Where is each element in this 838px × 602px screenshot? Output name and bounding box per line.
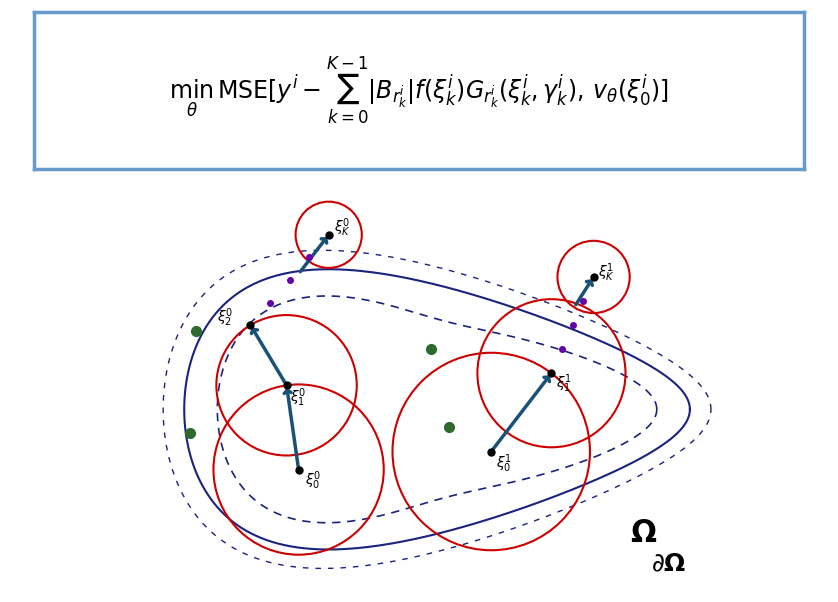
Text: $\mathbf{\Omega}$: $\mathbf{\Omega}$: [629, 519, 657, 548]
Text: $\partial\mathbf{\Omega}$: $\partial\mathbf{\Omega}$: [651, 553, 686, 577]
Text: $\xi_0^1$: $\xi_0^1$: [496, 453, 512, 476]
Text: $\xi_2^0$: $\xi_2^0$: [217, 306, 234, 329]
Text: $\xi_0^0$: $\xi_0^0$: [305, 469, 321, 492]
Text: $\xi_1^1$: $\xi_1^1$: [556, 373, 572, 396]
Text: $\underset{\theta}{\min}\,\mathrm{MSE}[y^i - \sum_{k=0}^{K-1}|B_{r_k^i}|f(\xi_k^: $\underset{\theta}{\min}\,\mathrm{MSE}[y…: [169, 55, 669, 126]
Text: $\xi_K^0$: $\xi_K^0$: [334, 216, 350, 239]
Text: $\xi_K^1$: $\xi_K^1$: [598, 261, 615, 284]
Text: $\xi_1^0$: $\xi_1^0$: [290, 386, 306, 409]
